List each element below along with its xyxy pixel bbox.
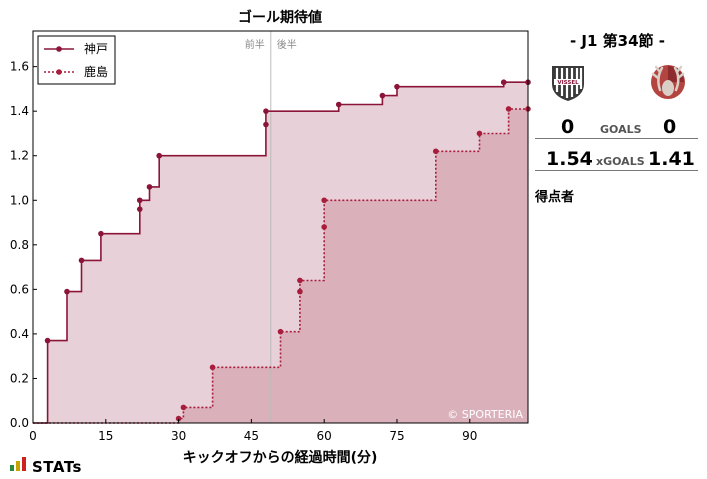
- data-point: [321, 197, 327, 204]
- stats-logo: STATs: [10, 457, 82, 475]
- x-tick-label: 15: [98, 429, 113, 443]
- data-point: [78, 257, 85, 264]
- y-tick-label: 0.6: [10, 282, 29, 296]
- data-point: [180, 404, 187, 411]
- match-title: - J1 第34節 -: [569, 32, 665, 50]
- chart-title: ゴール期待値: [238, 9, 322, 26]
- kashima-antlers-crest-icon: [651, 65, 685, 99]
- home-goals: 0: [561, 116, 575, 138]
- y-tick-label: 1.0: [10, 193, 29, 207]
- data-point: [263, 108, 269, 114]
- y-tick-label: 1.2: [10, 149, 29, 163]
- watermark: © SPORTERIA: [447, 408, 523, 421]
- stats-logo-text: STATs: [32, 458, 82, 476]
- divider-xg: [535, 170, 698, 171]
- y-tick-label: 0.2: [10, 371, 29, 385]
- data-point: [136, 206, 143, 212]
- away-goals: 0: [663, 116, 677, 138]
- data-point: [263, 121, 269, 128]
- data-point: [277, 328, 284, 335]
- x-tick-label: 0: [29, 429, 37, 443]
- plot-frame: [32, 30, 529, 424]
- series-area: [33, 109, 528, 423]
- data-point: [379, 92, 386, 99]
- data-point: [394, 83, 400, 90]
- home-xg: 1.54: [546, 148, 593, 170]
- legend-marker: [56, 69, 62, 75]
- y-tick-label: 0.4: [10, 327, 29, 341]
- vissel-kobe-crest-icon: VISSEL: [552, 66, 584, 101]
- data-point: [64, 288, 70, 295]
- xg-label: xGOALS: [596, 155, 645, 168]
- plot-area: 前半 後半 0 15 30 45 60 75 90 0.0 0.2 0.4 0.6 0.8 1.0 1.2 1.…: [10, 30, 531, 443]
- x-tick-label: 60: [317, 429, 332, 443]
- scorers-heading: 得点者: [535, 190, 575, 205]
- data-point: [175, 415, 182, 422]
- data-point: [500, 79, 507, 86]
- data-point: [44, 337, 51, 344]
- y-tick-label: 1.6: [10, 60, 29, 74]
- x-tick-label: 30: [171, 429, 186, 443]
- legend-box: [37, 35, 116, 85]
- legend-label: 鹿島: [84, 64, 108, 79]
- legend-marker: [56, 46, 62, 52]
- data-point: [156, 152, 162, 159]
- data-point: [505, 106, 512, 112]
- data-point: [432, 148, 439, 155]
- x-tick-label: 75: [389, 429, 404, 443]
- away-xg: 1.41: [648, 148, 695, 170]
- y-tick-label: 0.0: [10, 416, 29, 430]
- divider-goals: [535, 138, 698, 139]
- data-point: [146, 184, 153, 190]
- legend-label: 神戸: [84, 42, 108, 56]
- x-axis-label: キックオフからの経過時間(分): [183, 449, 378, 466]
- data-point: [297, 277, 303, 284]
- x-tick-label: 45: [244, 429, 259, 443]
- data-point: [209, 364, 216, 371]
- stats-logo-bars-icon: [10, 456, 28, 475]
- second-half-label: 後半: [277, 38, 297, 51]
- data-point: [136, 197, 143, 204]
- x-tick-label: 90: [462, 429, 477, 443]
- first-half-label: 前半: [245, 38, 265, 51]
- series-line: [33, 81, 528, 424]
- data-point: [321, 224, 327, 230]
- series-line: [33, 108, 528, 424]
- y-tick-label: 1.4: [10, 104, 29, 118]
- data-point: [297, 288, 303, 295]
- crest-lettering: VISSEL: [557, 80, 579, 86]
- data-point: [98, 230, 104, 237]
- goals-label: GOALS: [600, 123, 642, 136]
- y-tick-label: 0.8: [10, 238, 29, 252]
- data-point: [335, 101, 342, 108]
- data-point: [476, 130, 483, 137]
